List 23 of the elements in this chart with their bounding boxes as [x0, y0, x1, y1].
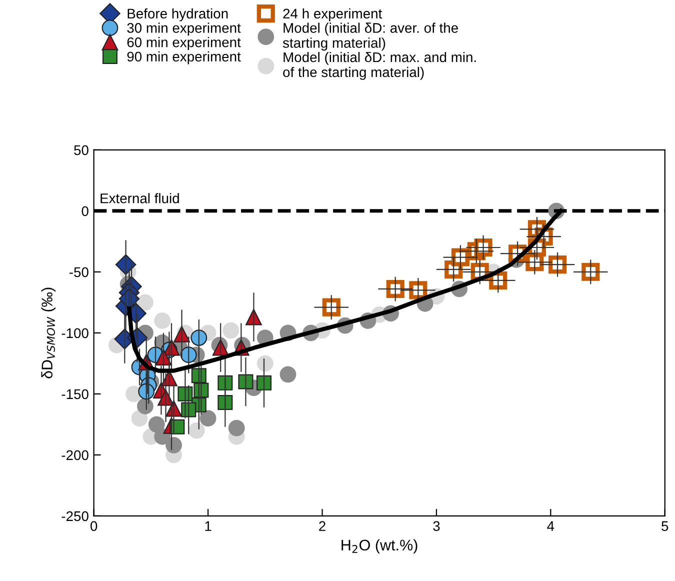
y-tick-label: -250 [62, 511, 88, 522]
legend-label: 24 h experiment [283, 8, 382, 22]
legend-label: 30 min experiment [127, 22, 241, 36]
legend-label: Model (initial δD: max. and min. of the starting material) [283, 52, 476, 80]
x-tick-label: 2 [319, 521, 326, 531]
ref-line-label: External fluid [100, 193, 179, 204]
x-tick-label: 4 [547, 521, 554, 531]
x-tick-label: 1 [205, 521, 212, 531]
x-tick-label: 3 [433, 521, 440, 531]
y-tick-label: -150 [62, 389, 88, 400]
legend-label: 60 min experiment [127, 37, 241, 50]
legend-label: Model (initial δD: aver. of the starting material) [282, 22, 458, 51]
y-tick-label: 50 [74, 145, 88, 156]
legend-label: Before hydration [128, 8, 228, 22]
y-tick-label: -200 [62, 450, 88, 460]
y-tick-label: -100 [62, 328, 88, 338]
x-tick-label: 5 [662, 521, 668, 531]
y-tick-label: 0 [82, 206, 88, 216]
x-axis-title: H$_{2}$O (wt.%) [342, 539, 418, 554]
legend-label: 90 min experiment [127, 51, 241, 64]
y-axis-title: δD$_{VSMOW}$ (‰) [41, 288, 56, 378]
x-tick-label: 0 [90, 521, 98, 531]
y-tick-label: -50 [70, 267, 88, 278]
